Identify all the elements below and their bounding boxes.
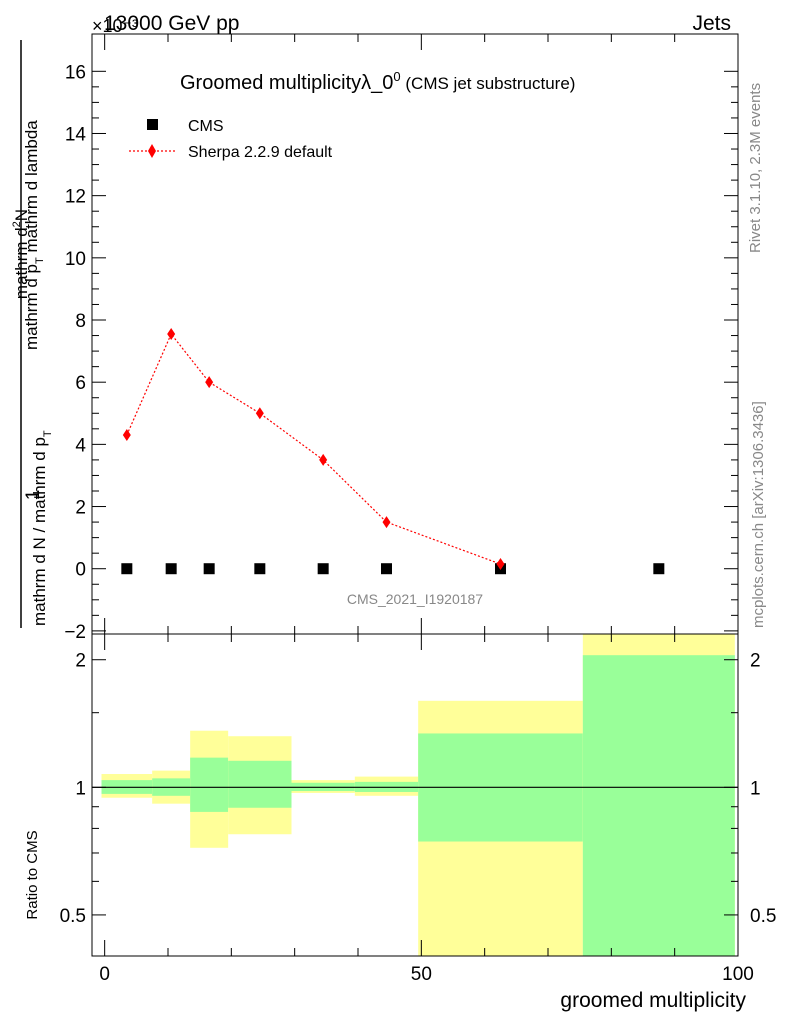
cms-point-7 xyxy=(653,563,665,575)
ratio-y-axis-label: Ratio to CMS xyxy=(24,830,41,919)
ratio-inner-band-3 xyxy=(228,760,292,808)
legend-marker-sherpa xyxy=(148,144,156,158)
main-ytick-label-5: 8 xyxy=(75,311,86,332)
analysis-watermark: CMS_2021_I1920187 xyxy=(347,591,483,607)
main-ytick-label-0: −2 xyxy=(64,622,86,643)
main-ytick-label-6: 10 xyxy=(65,249,86,270)
sherpa-line xyxy=(126,332,501,565)
main-ytick-label-7: 12 xyxy=(65,187,86,208)
y-exponent-label: ×10⁻³ xyxy=(92,16,138,36)
cms-point-1 xyxy=(165,563,177,575)
legend-label-sherpa: Sherpa 2.2.9 default xyxy=(188,144,333,161)
ylabel-one: 1 xyxy=(23,490,44,501)
main-ytick-label-3: 4 xyxy=(75,435,86,456)
ratio-inner-band-7 xyxy=(582,655,735,956)
ratio-frame xyxy=(91,633,739,957)
beam-label: 13000 GeV pp xyxy=(104,12,239,35)
ylabel-denominator-lower: mathrm d N / mathrm d pT xyxy=(30,430,54,626)
ratio-inner-band-2 xyxy=(190,757,229,812)
main-ytick-label-8: 14 xyxy=(65,124,87,145)
mcplots-label: mcplots.cern.ch [arXiv:1306.3436] xyxy=(750,401,767,628)
sherpa-point-4 xyxy=(319,453,328,466)
main-ytick-label-2: 2 xyxy=(75,498,86,519)
legend-label-cms: CMS xyxy=(188,118,224,135)
ratio-ytick-label-left-1: 1 xyxy=(75,778,86,799)
sherpa-point-2 xyxy=(205,376,214,389)
process-label: Jets xyxy=(692,12,731,35)
ratio-ytick-label-right-1: 1 xyxy=(750,778,761,799)
sherpa-point-6 xyxy=(496,558,505,571)
ratio-ytick-label-left-0: 0.5 xyxy=(60,906,86,927)
main-y-axis-label: 1 mathrm d2N mathrm d pT mathrm d lambda… xyxy=(11,40,54,628)
xtick-label-1: 50 xyxy=(411,964,432,985)
sherpa-point-0 xyxy=(122,429,131,442)
legend: CMS Sherpa 2.2.9 default xyxy=(129,118,333,161)
legend-marker-cms xyxy=(147,119,158,130)
ratio-ytick-label-right-0: 0.5 xyxy=(750,906,776,927)
main-ytick-label-9: 16 xyxy=(65,62,86,83)
ratio-bands xyxy=(92,634,738,956)
xtick-label-2: 100 xyxy=(722,964,754,985)
cms-point-4 xyxy=(317,563,329,575)
main-ytick-label-4: 6 xyxy=(75,373,86,394)
cms-point-3 xyxy=(254,563,266,575)
rivet-label: Rivet 3.1.10, 2.3M events xyxy=(747,83,764,253)
sherpa-point-3 xyxy=(255,407,264,420)
main-ytick-label-1: 0 xyxy=(75,560,86,581)
chart-title: Groomed multiplicityλ_00 (CMS jet substr… xyxy=(180,69,575,94)
cms-point-0 xyxy=(121,563,133,575)
cms-point-5 xyxy=(381,563,392,575)
x-axis-label: groomed multiplicity xyxy=(560,989,746,1012)
sherpa-point-1 xyxy=(167,328,176,340)
xtick-label-0: 0 xyxy=(99,964,110,985)
cms-point-2 xyxy=(203,563,215,575)
ylabel-denominator-upper: mathrm d pT mathrm d lambda xyxy=(22,120,46,350)
sherpa-point-5 xyxy=(382,516,391,529)
ratio-ytick-label-left-2: 2 xyxy=(75,651,86,672)
ratio-ytick-label-right-2: 2 xyxy=(750,651,761,672)
main-series xyxy=(121,328,665,575)
